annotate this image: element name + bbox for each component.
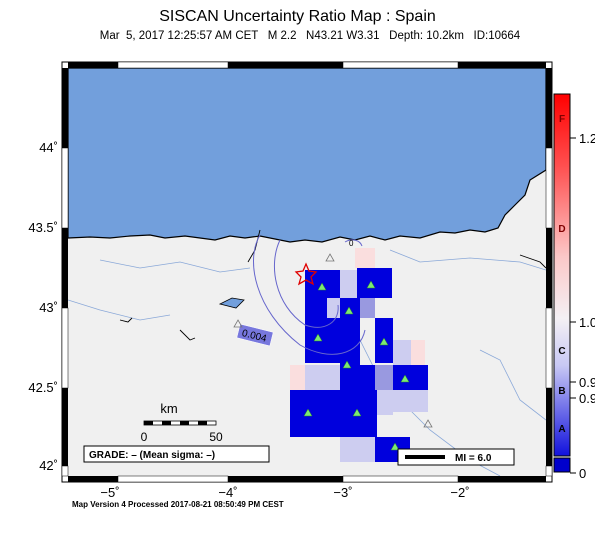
sea-area	[68, 68, 546, 243]
colorbar-value: 0.9	[579, 391, 595, 406]
uncertainty-cells	[290, 248, 428, 462]
station-triangle-unused	[325, 253, 335, 262]
scale-unit: km	[160, 401, 177, 416]
longitude-labels: −5˚ −4˚ −3˚ −2˚	[100, 485, 469, 500]
cell-faint	[411, 340, 425, 365]
contour-label-small: 0	[349, 239, 354, 248]
station-triangle	[379, 337, 389, 346]
mi-legend-text: MI = 6.0	[455, 453, 492, 464]
contour-label: 0.004 0	[236, 239, 354, 347]
latitude-labels: 44˚ 43.5˚ 43˚ 42.5˚ 42˚	[28, 140, 58, 473]
scale-start: 0	[141, 430, 148, 444]
cell-high	[357, 268, 392, 298]
grade-letter: A	[558, 424, 565, 435]
station-triangle	[344, 306, 354, 315]
station-triangle-unused	[233, 319, 243, 328]
lon-tick: −3˚	[333, 485, 352, 500]
station-triangle	[366, 280, 376, 289]
lat-tick: 43˚	[39, 300, 58, 315]
station-triangle	[303, 408, 313, 417]
grade-letter: F	[559, 114, 565, 125]
scale-end: 50	[209, 430, 223, 444]
cell-high	[340, 298, 360, 343]
reservoir	[218, 297, 245, 309]
grade-letter: D	[558, 224, 565, 235]
cell-light	[393, 340, 411, 365]
cell-light	[377, 390, 393, 415]
cell-light	[393, 390, 428, 412]
lon-tick: −2˚	[450, 485, 469, 500]
cell-medium	[375, 365, 393, 390]
station-triangle	[317, 282, 327, 291]
cell-light	[305, 365, 340, 390]
station-triangle	[352, 408, 362, 417]
uncertainty-contours	[253, 234, 366, 355]
event-info: Mar 5, 2017 12:25:57 AM CET M 2.2 N43.21…	[99, 30, 521, 42]
cell-light	[340, 437, 375, 462]
lat-tick: 42.5˚	[28, 380, 58, 395]
colorbar: F D C B A 1.2 1.0 0.9 0.9 0	[553, 93, 595, 481]
station-triangle	[390, 442, 400, 451]
cell-high	[340, 365, 375, 390]
cell-light	[340, 270, 357, 298]
cell-high	[305, 318, 340, 363]
station-triangle	[400, 374, 410, 383]
stations	[233, 253, 433, 451]
grade-box: GRADE: – (Mean sigma: –)	[83, 445, 270, 463]
cell-high	[393, 365, 428, 390]
grade-text: GRADE: – (Mean sigma: –)	[89, 450, 215, 461]
lat-tick: 44˚	[39, 140, 58, 155]
station-triangle	[342, 360, 352, 369]
mi-legend: MI = 6.0	[397, 448, 515, 466]
cell-faint	[290, 365, 305, 390]
map-version-footer: Map Version 4 Processed 2017-08-21 08:50…	[72, 500, 284, 509]
map-canvas: 0.004 0 km 0	[68, 68, 546, 476]
station-triangle	[313, 333, 323, 342]
cell-faint	[355, 248, 375, 268]
lon-tick: −5˚	[100, 485, 119, 500]
colorbar-value: 1.0	[579, 315, 595, 330]
cell-medium	[360, 298, 375, 318]
cell-high	[290, 390, 340, 437]
map-title: SISCAN Uncertainty Ratio Map : Spain	[159, 8, 436, 25]
scale-bar: km 0 50	[141, 401, 223, 444]
cell-high	[340, 343, 360, 365]
grade-letter: B	[558, 386, 565, 397]
map-frame	[61, 61, 553, 483]
epicenter-star-icon	[294, 262, 318, 286]
lat-tick: 42˚	[39, 458, 58, 473]
lat-tick: 43.5˚	[28, 220, 58, 235]
colorbar-value: 1.2	[579, 131, 595, 146]
station-triangle-unused	[423, 419, 433, 428]
colorbar-value: 0	[579, 466, 586, 481]
colorbar-value: 0.9	[579, 375, 595, 390]
lon-tick: −4˚	[218, 485, 237, 500]
cell-high	[305, 298, 327, 318]
grade-letter: C	[558, 346, 565, 357]
